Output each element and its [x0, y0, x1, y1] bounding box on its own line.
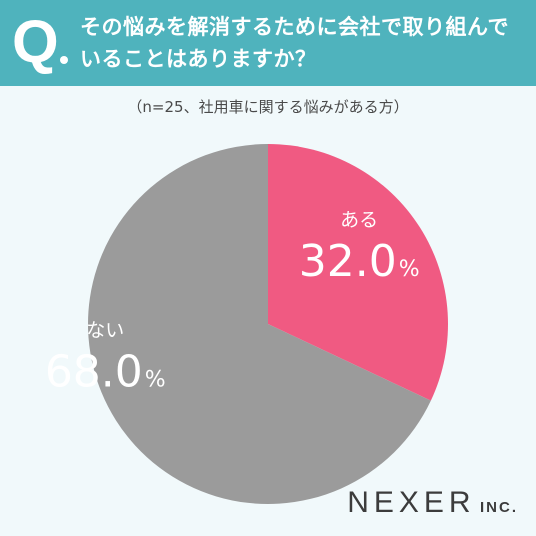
- question-header: Q その悩みを解消するために会社で取り組んで いることはありますか？: [0, 0, 536, 86]
- slice-value-label: 68.0%: [45, 347, 166, 398]
- slice-value-label: 32.0%: [299, 236, 420, 287]
- nexer-logo: NEXER INC.: [347, 486, 518, 520]
- q-mark: Q: [12, 8, 59, 75]
- question-text: その悩みを解消するために会社で取り組んで いることはありますか？: [80, 11, 520, 75]
- sample-note: （n=25、社用車に関する悩みがある方）: [127, 98, 409, 116]
- slice-category-label: ある: [340, 209, 378, 231]
- logo-suffix: INC.: [480, 499, 518, 516]
- q-dot-icon: [60, 56, 68, 64]
- slice-category-label: ない: [86, 320, 124, 342]
- question-line-1: その悩みを解消するために会社で取り組んで: [80, 15, 509, 39]
- question-line-2: いることはありますか？: [80, 47, 317, 71]
- pie-slice-nai: [88, 144, 431, 504]
- pie-slice-aru: [268, 144, 448, 401]
- logo-main: NEXER: [347, 486, 476, 519]
